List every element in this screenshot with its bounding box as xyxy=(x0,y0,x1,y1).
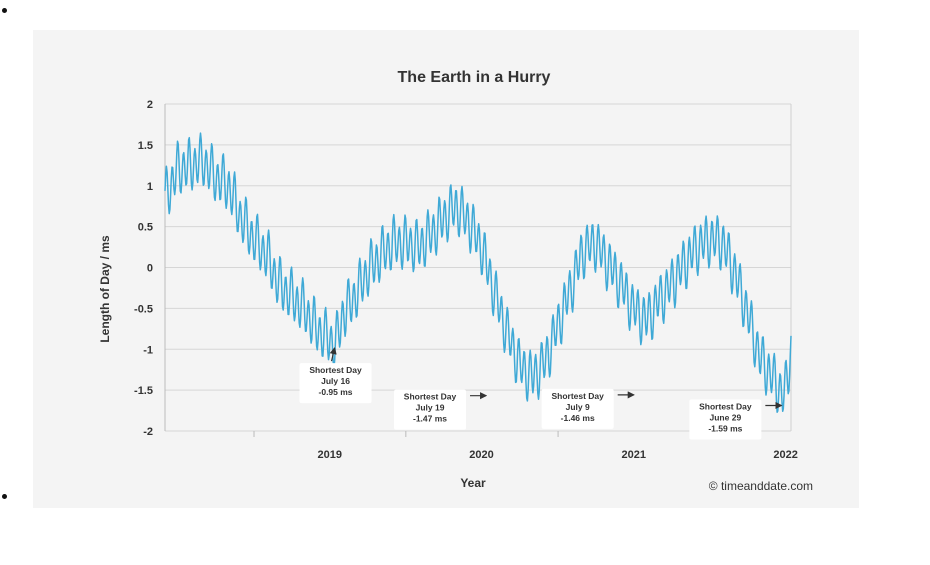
annotation-text: July 9 xyxy=(566,402,590,412)
y-tick-label: -1 xyxy=(143,344,153,356)
annotation-text: Shortest Day xyxy=(699,401,752,411)
y-tick-label: 0.5 xyxy=(138,222,153,234)
annotation-text: July 16 xyxy=(321,376,350,386)
annotation-box xyxy=(541,388,614,429)
annotation-text: -1.46 ms xyxy=(561,413,595,423)
series-line xyxy=(164,132,792,413)
annotation-text: July 19 xyxy=(416,403,445,413)
x-tick-label: 2019 xyxy=(317,449,341,461)
annotation-text: Shortest Day xyxy=(551,391,604,401)
annotation-text: June 29 xyxy=(710,412,742,422)
y-axis-label: Length of Day / ms xyxy=(98,235,112,343)
chart: The Earth in a Hurry 2 1.5 1 0.5 0 -0.5 -1 -1.5… xyxy=(98,69,813,493)
annotation-text: -1.59 ms xyxy=(708,423,742,433)
x-tick-label: 2021 xyxy=(622,449,646,461)
y-tick-label: 0 xyxy=(147,263,153,275)
chart-title: The Earth in a Hurry xyxy=(398,69,551,86)
annotation-box xyxy=(299,363,372,404)
y-tick-label: 1.5 xyxy=(138,140,153,152)
y-tick-label: -1.5 xyxy=(134,385,153,397)
series-layer xyxy=(164,132,792,413)
annotation-text: -0.95 ms xyxy=(319,387,353,397)
grid xyxy=(164,103,792,432)
list-bullet xyxy=(2,494,7,499)
y-tick-label: 2 xyxy=(147,99,153,111)
annotation-text: -1.47 ms xyxy=(413,414,447,424)
credit-text: © timeanddate.com xyxy=(709,479,813,493)
annotation-arrow xyxy=(329,346,337,362)
annotation-box xyxy=(689,399,762,440)
x-axis-ticks: 2019 2020 2021 2022 xyxy=(253,431,798,461)
list-bullet xyxy=(2,8,7,13)
annotation-box xyxy=(394,389,467,430)
x-axis-label: Year xyxy=(460,476,486,490)
annotation-text: Shortest Day xyxy=(404,392,457,402)
y-tick-label: -0.5 xyxy=(134,303,153,315)
y-tick-label: 1 xyxy=(147,181,153,193)
chart-card: The Earth in a Hurry 2 1.5 1 0.5 0 -0.5 -1 -1.5… xyxy=(33,30,859,508)
y-axis-ticks: 2 1.5 1 0.5 0 -0.5 -1 -1.5 -2 xyxy=(134,99,153,438)
annotation-text: Shortest Day xyxy=(309,365,362,375)
y-tick-label: -2 xyxy=(143,426,153,438)
x-tick-label: 2020 xyxy=(469,449,493,461)
x-tick-label: 2022 xyxy=(773,449,797,461)
